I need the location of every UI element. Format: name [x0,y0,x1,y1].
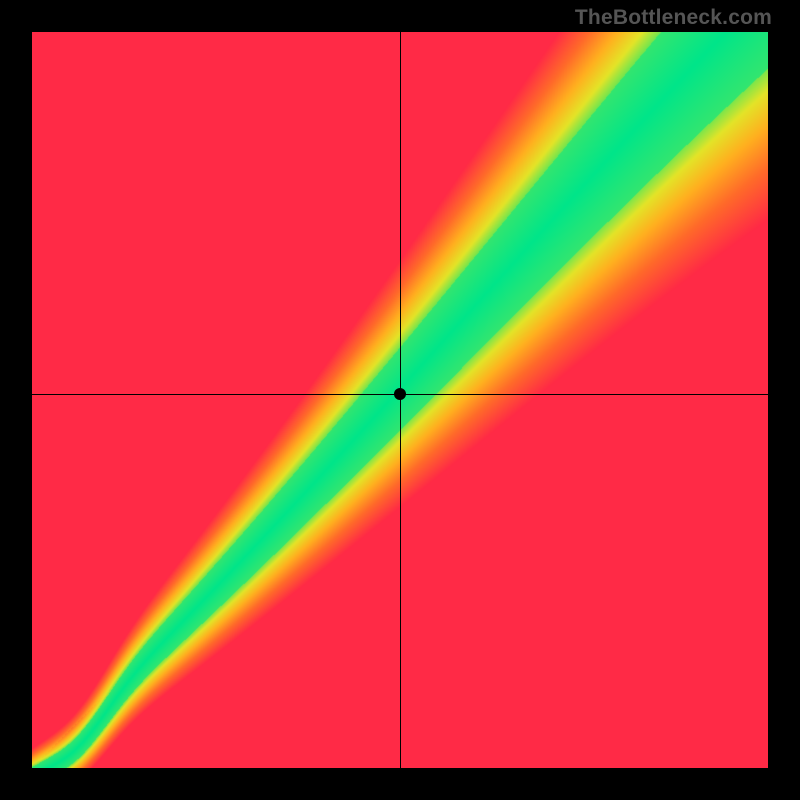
crosshair-marker [394,388,406,400]
watermark-text: TheBottleneck.com [575,6,772,30]
plot-area [32,32,768,768]
chart-frame: TheBottleneck.com [0,0,800,800]
